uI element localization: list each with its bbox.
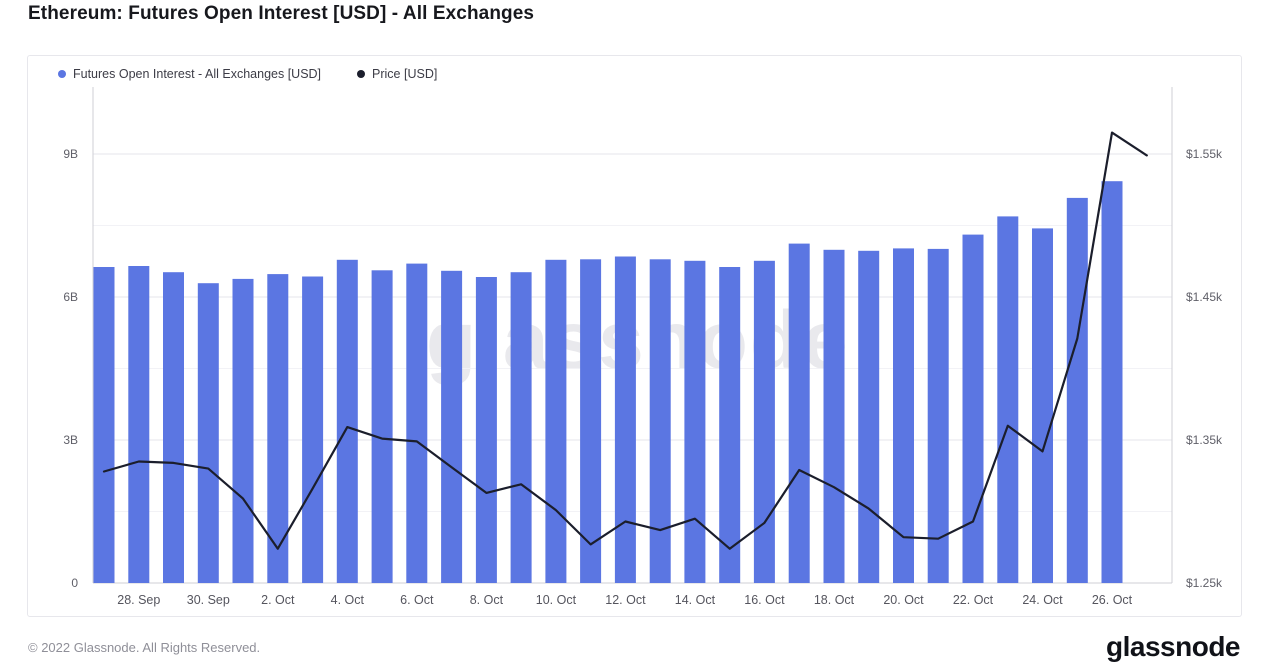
- x-axis-label: 28. Sep: [117, 593, 160, 607]
- y-axis-label-right: $1.45k: [1186, 290, 1223, 304]
- chart-plot-area[interactable]: 0 3B 6B 9B $1.25k $1.35k $1.45k $1.55k 28. Sep 30…: [28, 56, 1241, 616]
- y-axis-label-left: 9B: [63, 147, 78, 161]
- oi-bar[interactable]: [649, 259, 671, 583]
- x-axis-label: 30. Sep: [187, 593, 230, 607]
- open-interest-dot-icon: [58, 70, 66, 78]
- x-axis-label: 2. Oct: [261, 593, 295, 607]
- oi-bar[interactable]: [684, 260, 706, 583]
- x-axis-label: 10. Oct: [536, 593, 577, 607]
- chart-legend: Futures Open Interest - All Exchanges [U…: [58, 67, 437, 81]
- oi-bar[interactable]: [336, 259, 358, 583]
- oi-bar[interactable]: [510, 272, 532, 583]
- legend-item-price[interactable]: Price [USD]: [357, 67, 437, 81]
- oi-bar[interactable]: [371, 270, 393, 583]
- oi-bar[interactable]: [406, 263, 428, 583]
- oi-bar[interactable]: [962, 234, 984, 583]
- oi-bar[interactable]: [997, 216, 1019, 583]
- oi-bar[interactable]: [927, 248, 949, 583]
- legend-label-price: Price [USD]: [372, 67, 438, 81]
- footer-copyright: © 2022 Glassnode. All Rights Reserved.: [28, 640, 261, 655]
- oi-bar[interactable]: [1101, 181, 1123, 583]
- y-axis-label-left: 0: [71, 576, 78, 590]
- glassnode-logo[interactable]: glassnode: [1106, 631, 1240, 662]
- y-axis-labels-right: $1.25k $1.35k $1.45k $1.55k: [1186, 147, 1223, 590]
- x-axis-label: 26. Oct: [1092, 593, 1133, 607]
- oi-bar[interactable]: [580, 259, 602, 583]
- x-axis-label: 24. Oct: [1022, 593, 1063, 607]
- oi-bar[interactable]: [93, 267, 115, 583]
- oi-bar[interactable]: [858, 250, 880, 584]
- oi-bar[interactable]: [441, 270, 463, 583]
- price-line[interactable]: [102, 131, 1148, 550]
- x-axis-labels: 28. Sep 30. Sep 2. Oct 4. Oct 6. Oct 8. Oct 10…: [117, 593, 1132, 607]
- y-axis-label-right: $1.55k: [1186, 147, 1223, 161]
- oi-bar[interactable]: [753, 260, 775, 583]
- y-axis-label-left: 6B: [63, 290, 78, 304]
- x-axis-label: 22. Oct: [953, 593, 994, 607]
- oi-bar[interactable]: [823, 249, 845, 584]
- y-axis-labels-left: 0 3B 6B 9B: [63, 147, 78, 590]
- oi-bar[interactable]: [719, 267, 741, 583]
- oi-bar[interactable]: [163, 272, 184, 583]
- x-axis-label: 8. Oct: [470, 593, 504, 607]
- price-dot-icon: [357, 70, 366, 78]
- y-axis-label-right: $1.25k: [1186, 576, 1223, 590]
- y-axis-label-right: $1.35k: [1186, 433, 1223, 447]
- x-axis-label: 4. Oct: [331, 593, 365, 607]
- legend-item-open-interest[interactable]: Futures Open Interest - All Exchanges [U…: [58, 67, 321, 81]
- oi-bars: [93, 181, 1123, 584]
- legend-label-open-interest: Futures Open Interest - All Exchanges [U…: [73, 67, 322, 81]
- oi-bar[interactable]: [475, 277, 497, 583]
- oi-bar[interactable]: [267, 274, 289, 583]
- oi-bar[interactable]: [302, 276, 324, 584]
- oi-bar[interactable]: [128, 266, 150, 583]
- chart-card: Futures Open Interest - All Exchanges [U…: [27, 55, 1242, 617]
- x-axis-label: 6. Oct: [400, 593, 434, 607]
- oi-bar[interactable]: [1066, 197, 1088, 583]
- y-axis-label-left: 3B: [63, 433, 78, 447]
- oi-bar[interactable]: [197, 283, 219, 583]
- x-axis-label: 18. Oct: [814, 593, 855, 607]
- oi-bar[interactable]: [232, 278, 254, 583]
- oi-bar[interactable]: [1032, 228, 1053, 583]
- x-axis-label: 12. Oct: [605, 593, 646, 607]
- x-axis-label: 14. Oct: [675, 593, 716, 607]
- oi-bar[interactable]: [614, 256, 636, 584]
- page-title: Ethereum: Futures Open Interest [USD] - …: [28, 3, 535, 24]
- x-axis-label: 16. Oct: [744, 593, 785, 607]
- oi-bar[interactable]: [893, 248, 914, 583]
- oi-bar[interactable]: [545, 259, 567, 583]
- x-axis-label: 20. Oct: [883, 593, 924, 607]
- oi-bar[interactable]: [788, 243, 810, 583]
